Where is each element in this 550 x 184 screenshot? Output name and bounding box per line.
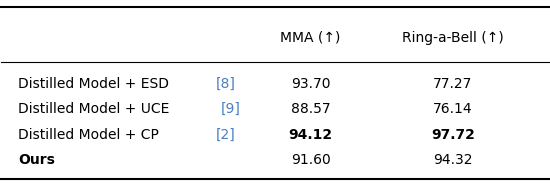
Text: [9]: [9] [221,102,240,116]
Text: [8]: [8] [216,77,236,91]
Text: 76.14: 76.14 [433,102,472,116]
Text: 94.12: 94.12 [289,128,333,141]
Text: 93.70: 93.70 [291,77,331,91]
Text: 91.60: 91.60 [291,153,331,167]
Text: 88.57: 88.57 [291,102,331,116]
Text: 94.32: 94.32 [433,153,472,167]
Text: Distilled Model + UCE: Distilled Model + UCE [18,102,174,116]
Text: Ours: Ours [18,153,54,167]
Text: 77.27: 77.27 [433,77,472,91]
Text: 97.72: 97.72 [431,128,475,141]
Text: [2]: [2] [216,128,235,141]
Text: Distilled Model + CP: Distilled Model + CP [18,128,163,141]
Text: MMA (↑): MMA (↑) [280,31,341,45]
Text: Ring-a-Bell (↑): Ring-a-Bell (↑) [402,31,504,45]
Text: Distilled Model + ESD: Distilled Model + ESD [18,77,173,91]
